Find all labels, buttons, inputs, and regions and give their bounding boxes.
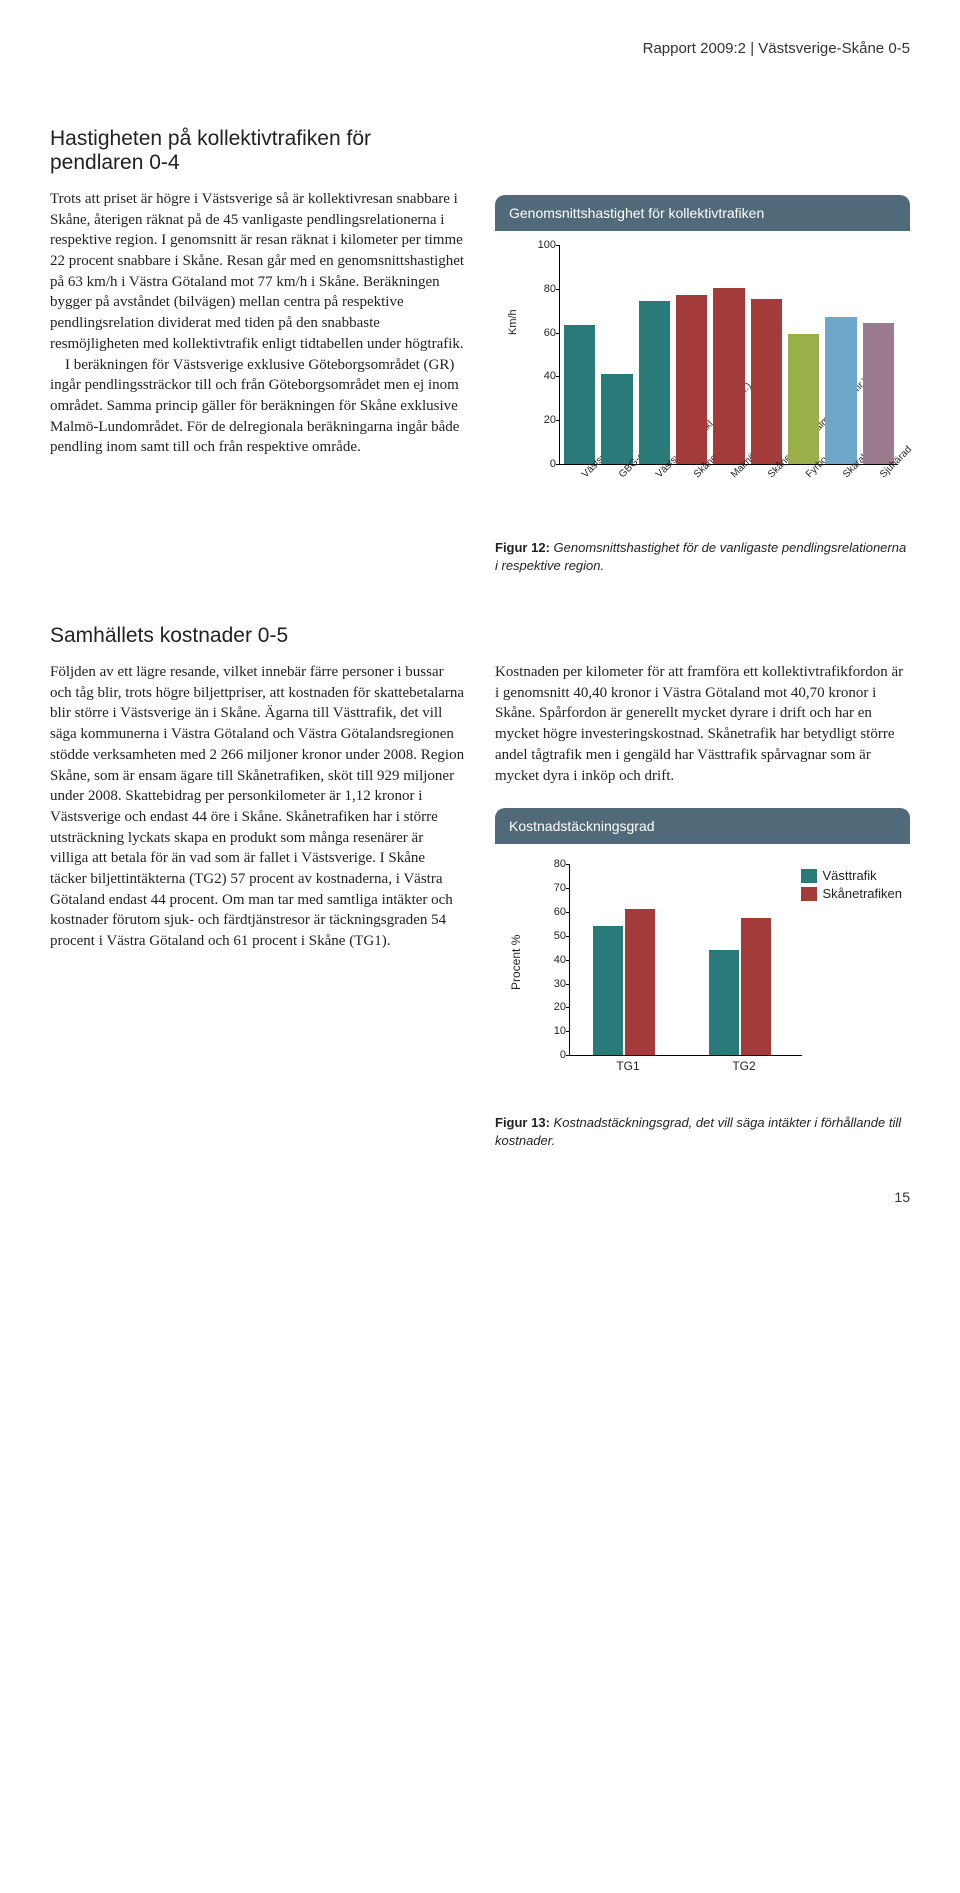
chart2-grouped-chart: Procent % 01020304050607080TG1TG2 Västtr… (547, 864, 902, 1074)
section2-right-para: Kostnaden per kilometer för att framföra… (495, 662, 910, 786)
chart2-legend-item: Skånetrafiken (801, 886, 903, 901)
chart2-caption-bold: Figur 13: (495, 1115, 550, 1130)
chart2-ytick: 30 (546, 978, 566, 990)
chart1-ytick: 80 (534, 283, 556, 295)
section1-columns: Hastigheten på kollektivtrafiken för pen… (50, 127, 910, 574)
page-number: 15 (50, 1189, 910, 1205)
chart2-ytick: 20 (546, 1001, 566, 1013)
chart2-ytick: 0 (546, 1049, 566, 1061)
chart1-ytick: 100 (534, 239, 556, 251)
report-header: Rapport 2009:2 | Västsverige-Skåne 0-5 (50, 40, 910, 57)
chart1-bar-chart: Km/h 020406080100VästsverigeGBG-områdetV… (537, 245, 902, 465)
chart1-bar: Västsverige (exkl. GBG-omr.) (639, 301, 670, 464)
chart2-group-label: TG1 (593, 1055, 663, 1073)
chart1-ytick: 20 (534, 414, 556, 426)
chart2-group: TG1 (593, 909, 663, 1055)
chart2-ytick: 10 (546, 1025, 566, 1037)
chart2-caption: Figur 13: Kostnadstäckningsgrad, det vil… (495, 1114, 910, 1149)
chart1-bar: Sjuhärad (863, 323, 894, 464)
chart1-caption-bold: Figur 12: (495, 540, 550, 555)
legend-label: Västtrafik (823, 868, 877, 883)
chart2-ylabel: Procent % (509, 935, 523, 990)
chart2-bar (593, 926, 623, 1056)
chart2-bar (709, 950, 739, 1056)
section1-title: Hastigheten på kollektivtrafiken för pen… (50, 127, 465, 175)
chart2-legend-item: Västtrafik (801, 868, 903, 883)
chart1-bar: Västsverige (564, 325, 595, 464)
chart1-ytick: 40 (534, 370, 556, 382)
chart2-card: Kostnadstäckningsgrad Procent % 0 10 20 30 4… (495, 808, 910, 1104)
section2-columns: Följden av ett lägre resande, vilket inn… (50, 662, 910, 1149)
section1-para1: Trots att priset är högre i Västsverige … (50, 189, 465, 355)
chart1-card: Genomsnittshastighet för kollektivtrafik… (495, 195, 910, 529)
chart2-bar (625, 909, 655, 1055)
section2-left-para: Följden av ett lägre resande, vilket inn… (50, 662, 465, 952)
chart2-bar (741, 918, 771, 1055)
chart1-bar: Fyrbodal (788, 334, 819, 464)
chart2-group-label: TG2 (709, 1055, 779, 1073)
chart2-ytick: 40 (546, 954, 566, 966)
chart2-legend: Västtrafik Skånetrafiken (801, 868, 903, 904)
chart1-caption-text: Genomsnittshastighet för de vanligaste p… (495, 540, 906, 573)
chart2-ytick: 60 (546, 906, 566, 918)
chart2-group: TG2 (709, 918, 779, 1055)
chart1-bar: GBG-området (601, 374, 632, 464)
chart2-ytick: 80 (546, 858, 566, 870)
chart1-title: Genomsnittshastighet för kollektivtrafik… (495, 195, 910, 231)
chart1-ytick: 0 (534, 458, 556, 470)
section1-para2: I beräkningen för Västsverige exklusive … (50, 355, 465, 458)
legend-swatch (801, 869, 817, 883)
chart1-bar: Skåne (676, 295, 707, 464)
chart1-ytick: 60 (534, 327, 556, 339)
chart1-caption: Figur 12: Genomsnittshastighet för de va… (495, 539, 910, 574)
chart2-title: Kostnadstäckningsgrad (495, 808, 910, 844)
chart2-caption-text: Kostnadstäckningsgrad, det vill säga int… (495, 1115, 901, 1148)
chart2-ytick: 70 (546, 882, 566, 894)
chart1-bar: Skaraborg (825, 317, 856, 464)
chart1-bar: Skåne (exkl. Malmö-Lundomr.) (751, 299, 782, 464)
legend-swatch (801, 887, 817, 901)
chart1-bar: Malmöområdet (713, 288, 744, 464)
chart2-ytick: 50 (546, 930, 566, 942)
chart1-ylabel: Km/h (507, 309, 519, 335)
section2-title: Samhällets kostnader 0-5 (50, 624, 910, 648)
legend-label: Skånetrafiken (823, 886, 903, 901)
